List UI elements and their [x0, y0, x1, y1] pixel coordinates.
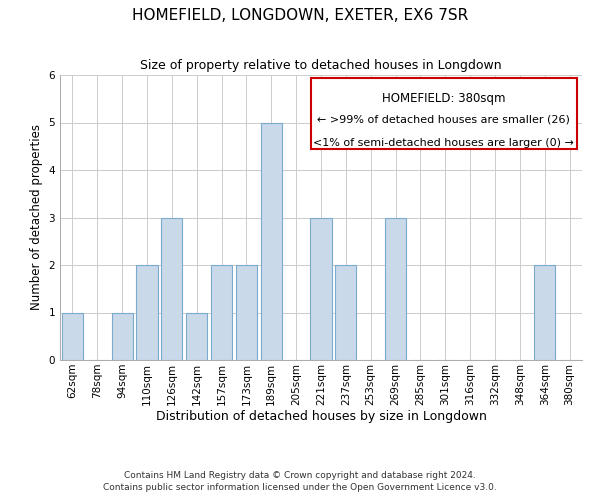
Bar — [310, 218, 332, 360]
Bar — [335, 265, 356, 360]
Text: Contains HM Land Registry data © Crown copyright and database right 2024.: Contains HM Land Registry data © Crown c… — [124, 471, 476, 480]
Text: Contains public sector information licensed under the Open Government Licence v3: Contains public sector information licen… — [103, 484, 497, 492]
Bar — [186, 312, 207, 360]
Bar — [534, 265, 555, 360]
Title: Size of property relative to detached houses in Longdown: Size of property relative to detached ho… — [140, 60, 502, 72]
Bar — [385, 218, 406, 360]
Bar — [136, 265, 158, 360]
Text: HOMEFIELD, LONGDOWN, EXETER, EX6 7SR: HOMEFIELD, LONGDOWN, EXETER, EX6 7SR — [132, 8, 468, 22]
Text: HOMEFIELD: 380sqm: HOMEFIELD: 380sqm — [382, 92, 505, 105]
Text: ← >99% of detached houses are smaller (26): ← >99% of detached houses are smaller (2… — [317, 115, 570, 125]
Bar — [236, 265, 257, 360]
Bar — [62, 312, 83, 360]
Bar — [112, 312, 133, 360]
Bar — [261, 122, 282, 360]
Bar — [161, 218, 182, 360]
Text: <1% of semi-detached houses are larger (0) →: <1% of semi-detached houses are larger (… — [313, 138, 574, 147]
Y-axis label: Number of detached properties: Number of detached properties — [30, 124, 43, 310]
X-axis label: Distribution of detached houses by size in Longdown: Distribution of detached houses by size … — [155, 410, 487, 424]
Bar — [211, 265, 232, 360]
FancyBboxPatch shape — [311, 78, 577, 149]
